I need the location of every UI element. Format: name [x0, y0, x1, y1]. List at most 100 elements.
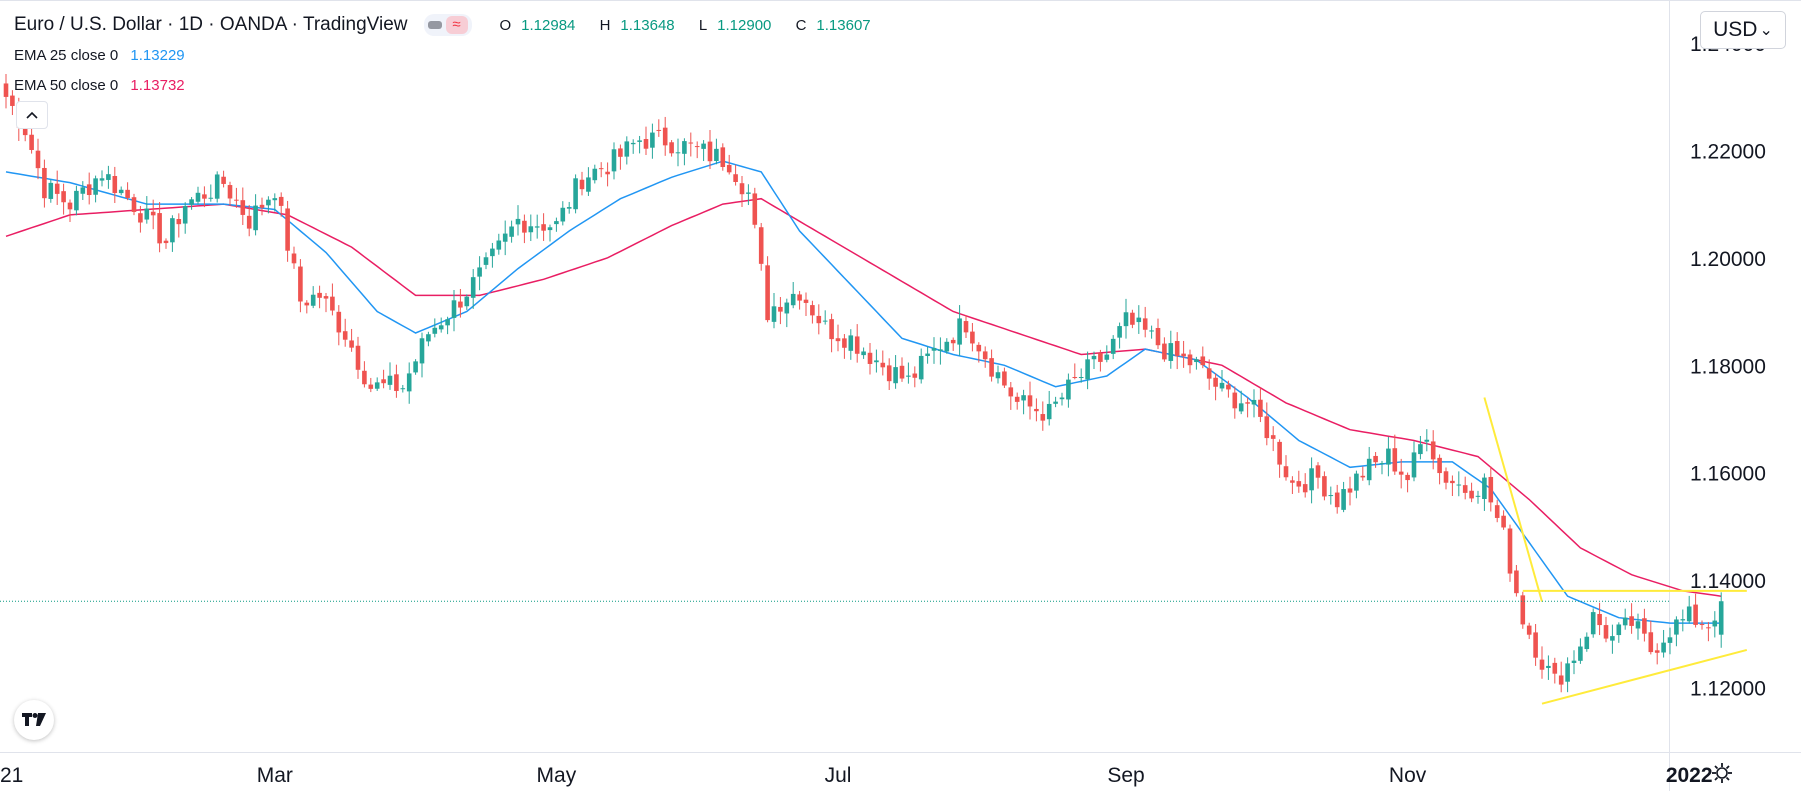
candle-body	[3, 83, 9, 97]
candle	[579, 171, 585, 196]
candle	[1341, 481, 1346, 513]
candle	[1354, 470, 1359, 499]
candle-body	[285, 208, 290, 251]
candle-body	[170, 218, 175, 243]
candle	[835, 324, 841, 352]
candle-body	[528, 226, 534, 233]
trendline-steep-downtrend[interactable]	[1483, 397, 1543, 602]
candle-body	[752, 193, 758, 225]
candle	[29, 125, 34, 154]
candle-body	[1251, 399, 1257, 405]
candle-body	[906, 375, 911, 377]
trendlines-layer[interactable]	[1483, 397, 1748, 705]
candle-body	[816, 315, 822, 324]
ema25-legend[interactable]: EMA 25 close 0 1.13229	[14, 47, 185, 64]
ema50-legend[interactable]: EMA 50 close 0 1.13732	[14, 77, 185, 94]
candle	[1546, 655, 1551, 680]
ema25-value: 1.13229	[130, 47, 185, 64]
candle-body	[886, 365, 892, 382]
collapse-legend-button[interactable]	[16, 101, 48, 129]
candle-body	[1418, 444, 1423, 455]
candle-body	[790, 293, 796, 306]
open-label: O	[499, 16, 512, 34]
time-tick-label: Sep	[1107, 764, 1144, 787]
candle-body	[1322, 476, 1327, 497]
candle-body	[74, 190, 79, 211]
candle	[1706, 621, 1711, 642]
hide-icon[interactable]	[427, 21, 442, 29]
candle	[464, 294, 470, 310]
candle-body	[208, 197, 214, 199]
candle	[618, 144, 623, 170]
candle	[522, 214, 527, 244]
candle	[163, 238, 169, 249]
candle	[592, 164, 598, 184]
candle-body	[29, 134, 34, 150]
ema25-label[interactable]: EMA 25 close 0	[14, 47, 119, 64]
candle-body	[496, 240, 502, 250]
candle-body	[176, 218, 182, 225]
chevron-up-icon	[26, 111, 38, 119]
candle-body	[630, 142, 636, 145]
candle-body	[662, 127, 668, 146]
candle-body	[234, 199, 239, 201]
candle-body	[310, 294, 316, 306]
candle-body	[1258, 399, 1263, 417]
candle	[995, 365, 1001, 384]
candle-body	[1238, 403, 1244, 412]
ema50-label[interactable]: EMA 50 close 0	[14, 77, 119, 94]
candle	[1539, 646, 1545, 679]
candle	[778, 297, 783, 325]
candle	[1110, 335, 1116, 360]
wave-icon[interactable]: ≈	[445, 16, 468, 34]
trendline-rising-support[interactable]	[1541, 648, 1748, 705]
candle-body	[112, 176, 118, 194]
candle-body	[1507, 528, 1513, 574]
candle-body	[1347, 488, 1353, 493]
candle	[509, 220, 514, 243]
low-value: 1.12900	[717, 16, 772, 34]
candle	[355, 336, 361, 379]
candle	[1642, 608, 1647, 642]
candle	[1206, 359, 1212, 390]
candle	[675, 138, 681, 167]
candle	[490, 242, 495, 268]
symbol-legend[interactable]: Euro / U.S. Dollar · 1D · OANDA · Tradin…	[14, 14, 891, 36]
candle	[1360, 466, 1366, 481]
time-axis[interactable]: 21 Mar May Jul Sep Nov 2022	[0, 764, 1713, 787]
candle	[861, 347, 866, 359]
candle	[1667, 627, 1673, 655]
candle-body	[861, 351, 866, 356]
candle	[515, 205, 521, 236]
candle	[1014, 392, 1020, 410]
indicator-toggle-pill[interactable]: ≈	[423, 14, 472, 36]
candle-body	[1264, 416, 1270, 439]
candle-body	[1373, 455, 1378, 463]
candle	[1552, 657, 1558, 684]
candle	[1674, 616, 1679, 647]
candle-body	[221, 176, 226, 184]
candle	[528, 214, 534, 242]
candle	[1494, 499, 1500, 523]
candle	[1366, 446, 1372, 486]
candle-body	[362, 370, 367, 385]
tradingview-logo-icon[interactable]	[14, 700, 54, 740]
candle-body	[522, 220, 527, 233]
candle-body	[1514, 570, 1519, 594]
currency-select[interactable]: USD ⌄	[1700, 11, 1786, 49]
candle-body	[1155, 327, 1161, 346]
symbol-title[interactable]: Euro / U.S. Dollar · 1D · OANDA · Tradin…	[14, 14, 408, 35]
candle	[118, 186, 124, 196]
candle-body	[1475, 495, 1481, 497]
gear-icon[interactable]	[1709, 760, 1735, 786]
candle-body	[950, 339, 956, 344]
candle-body	[1667, 637, 1673, 643]
candle-body	[1130, 312, 1135, 325]
price-axis[interactable]: 1.240001.220001.200001.180001.160001.140…	[1690, 33, 1766, 701]
candle-body	[701, 143, 706, 149]
candle	[1296, 470, 1302, 493]
candle	[1405, 472, 1410, 493]
candle	[144, 196, 150, 224]
